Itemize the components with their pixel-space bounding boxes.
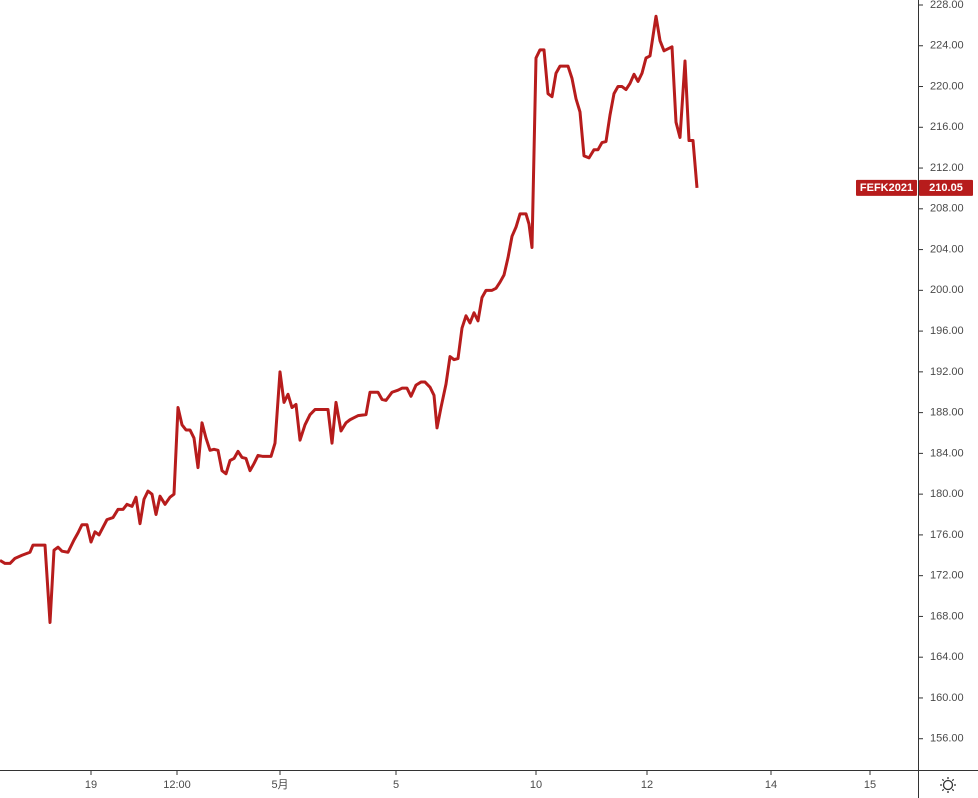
y-tick-label: 168.00 <box>930 610 964 622</box>
x-tick-label: 12 <box>641 779 653 791</box>
y-tick-label: 164.00 <box>930 651 964 663</box>
y-tick-label: 216.00 <box>930 121 964 133</box>
x-tick-label: 19 <box>85 779 97 791</box>
settings-icon[interactable] <box>940 777 956 793</box>
y-tick-label: 200.00 <box>930 284 964 296</box>
y-tick-label: 172.00 <box>930 570 964 582</box>
y-tick-label: 160.00 <box>930 692 964 704</box>
price-tag: 210.05 <box>929 182 963 194</box>
y-tick-label: 184.00 <box>930 447 964 459</box>
y-tick-label: 192.00 <box>930 366 964 378</box>
x-tick-label: 15 <box>864 779 876 791</box>
y-tick-label: 208.00 <box>930 203 964 215</box>
y-tick-label: 212.00 <box>930 162 964 174</box>
y-tick-label: 176.00 <box>930 529 964 541</box>
price-line <box>0 14 699 625</box>
y-tick-label: 224.00 <box>930 40 964 52</box>
x-tick-label: 14 <box>765 779 777 791</box>
y-tick-label: 188.00 <box>930 407 964 419</box>
y-tick-label: 204.00 <box>930 243 964 255</box>
y-tick-label: 228.00 <box>930 0 964 11</box>
x-tick-label: 10 <box>530 779 542 791</box>
x-tick-label: 5 <box>393 779 399 791</box>
y-tick-label: 180.00 <box>930 488 964 500</box>
y-tick-label: 196.00 <box>930 325 964 337</box>
symbol-tag-bg <box>856 179 917 196</box>
x-tick-label: 12:00 <box>163 779 191 791</box>
y-tick-label: 156.00 <box>930 733 964 745</box>
x-tick-label: 5月 <box>271 779 288 791</box>
price-tag-bg <box>919 179 973 196</box>
symbol-tag: FEFK2021 <box>860 182 913 194</box>
y-tick-label: 220.00 <box>930 80 964 92</box>
